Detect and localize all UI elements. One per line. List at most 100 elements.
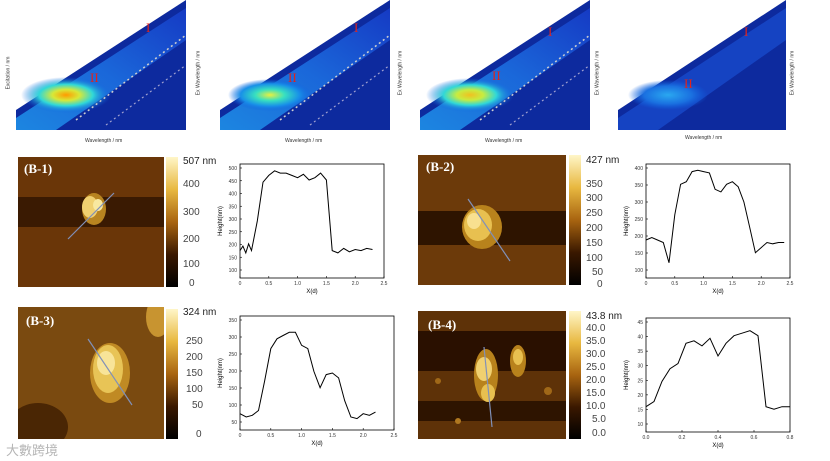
fluorescence-panel-a1: (A-1) I II	[16, 0, 186, 130]
panel-label: (B-3)	[26, 313, 55, 328]
region-i-label: I	[354, 20, 359, 35]
plot-frame	[239, 315, 395, 431]
y-axis-label: Excitation / nm	[5, 56, 12, 90]
color-scale-bar	[166, 157, 178, 287]
x-tick-label: 0.2	[679, 435, 686, 441]
profile-line	[645, 330, 790, 410]
height-profile-chart-b1: 0 0.5 1.0 1.5 2.0 2.5 500 450 400 350 300 250 200 150…	[218, 163, 388, 295]
fluorescence-map	[618, 0, 786, 130]
color-scale-tick: 50	[592, 267, 604, 278]
watermark-text: 大數跨境	[6, 443, 59, 458]
y-tick-label: 100	[635, 268, 644, 274]
color-scale-tick: 15.0	[586, 388, 606, 399]
y-tick-label: 150	[229, 255, 238, 261]
x-tick-label: 2.5	[381, 281, 388, 287]
x-tick-label: 1.0	[298, 433, 305, 439]
region-ii-label: II	[288, 70, 297, 85]
height-profile-chart-b2: 0 0.5 1.0 1.5 2.0 2.5 400 350 300 250 200 150 100 X(d…	[624, 163, 794, 295]
y-axis-label: Height(nm)	[624, 360, 630, 390]
color-scale-tick: 50	[192, 400, 204, 411]
x-tick-label: 2.0	[360, 433, 367, 439]
region-ii-label: II	[90, 70, 99, 85]
color-scale-max: 507 nm	[183, 156, 217, 167]
y-tick-label: 450	[229, 179, 238, 185]
y-tick-label: 35	[637, 349, 643, 355]
x-tick-label: 2.0	[758, 281, 765, 287]
y-tick-label: 500	[229, 166, 238, 172]
color-scale-tick: 150	[186, 368, 203, 379]
y-tick-label: 150	[229, 386, 238, 392]
x-axis-label: Wavelength / nm	[285, 138, 323, 144]
x-tick-label: 0.5	[267, 433, 274, 439]
color-scale-bar	[569, 311, 581, 439]
color-scale-tick: 0	[189, 278, 195, 289]
y-tick-label: 200	[229, 243, 238, 249]
y-tick-label: 15	[637, 407, 643, 413]
y-tick-label: 200	[229, 369, 238, 375]
x-tick-label: 0	[645, 281, 648, 287]
y-tick-label: 400	[635, 166, 644, 172]
y-tick-label: 30	[637, 364, 643, 370]
afm-image-b4: (B-4)	[418, 311, 566, 439]
region-i-label: I	[548, 24, 553, 39]
color-scale-tick: 100	[183, 259, 200, 270]
color-scale-bar	[569, 155, 581, 285]
x-tick-label: 0.6	[751, 435, 758, 441]
afm-image-b3: (B-3)	[18, 307, 164, 439]
color-scale-tick: 400	[183, 179, 200, 190]
y-tick-label: 40	[637, 335, 643, 341]
y-tick-label: 45	[637, 320, 643, 326]
color-scale-tick: 100	[186, 384, 203, 395]
fluorescence-map	[16, 0, 186, 130]
color-scale-tick: 5.0	[592, 414, 606, 425]
color-scale-max: 43.8 nm	[586, 311, 623, 322]
y-tick-label: 50	[231, 420, 237, 426]
fluorescence-map	[220, 0, 390, 130]
y-tick-label: 100	[229, 268, 238, 274]
fluorescence-map	[420, 0, 590, 130]
color-scale-tick: 200	[586, 223, 603, 234]
color-scale-tick: 30.0	[586, 349, 606, 360]
y-tick-label: 10	[637, 422, 643, 428]
right-axis-label: Ex Wavelength / nm	[594, 50, 601, 96]
fluorescence-panel-a2: (A-2) I II	[220, 0, 390, 130]
y-tick-label: 100	[229, 403, 238, 409]
plot-frame	[239, 163, 385, 279]
region-i-label: I	[146, 20, 151, 35]
y-tick-label: 250	[635, 217, 644, 223]
color-scale-tick: 35.0	[586, 336, 606, 347]
panel-label: (A-2)	[230, 8, 259, 23]
color-scale-tick: 10.0	[586, 401, 606, 412]
x-tick-label: 1.5	[729, 281, 736, 287]
color-scale-tick: 100	[586, 253, 603, 264]
x-tick-label: 2.5	[391, 433, 398, 439]
color-scale-tick: 200	[186, 352, 203, 363]
color-scale-tick: 200	[183, 234, 200, 245]
panel-label: (A-4)	[626, 8, 655, 23]
panel-label: (B-1)	[24, 161, 53, 176]
color-scale-max: 324 nm	[183, 307, 217, 318]
y-axis-label: Height(nm)	[218, 206, 224, 236]
y-tick-label: 200	[635, 234, 644, 240]
region-ii-label: II	[684, 76, 693, 91]
color-scale-tick: 0.0	[592, 428, 606, 439]
profile-line	[239, 170, 373, 255]
x-tick-label: 2.5	[787, 281, 794, 287]
x-tick-label: 0.0	[643, 435, 650, 441]
right-axis-label: Ex Wavelength / nm	[397, 50, 404, 96]
color-scale-bar	[166, 309, 178, 439]
color-scale-tick: 0	[196, 429, 202, 440]
height-profile-chart-b4: 0.0 0.2 0.4 0.6 0.8 45 40 35 30 25 20 15 10 X(d) Heigh…	[624, 317, 794, 449]
x-tick-label: 0.5	[671, 281, 678, 287]
x-axis-label: Wavelength / nm	[85, 138, 123, 144]
afm-topography	[418, 331, 566, 428]
x-tick-label: 0	[239, 433, 242, 439]
x-tick-label: 1.5	[323, 281, 330, 287]
y-tick-label: 250	[229, 230, 238, 236]
right-axis-label: Ex Wavelength / nm	[789, 50, 796, 96]
y-axis-label: Height(nm)	[218, 358, 224, 388]
x-tick-label: 1.5	[329, 433, 336, 439]
afm-topography	[418, 198, 566, 262]
panel-label: (A-3)	[430, 8, 459, 23]
y-tick-label: 400	[229, 192, 238, 198]
